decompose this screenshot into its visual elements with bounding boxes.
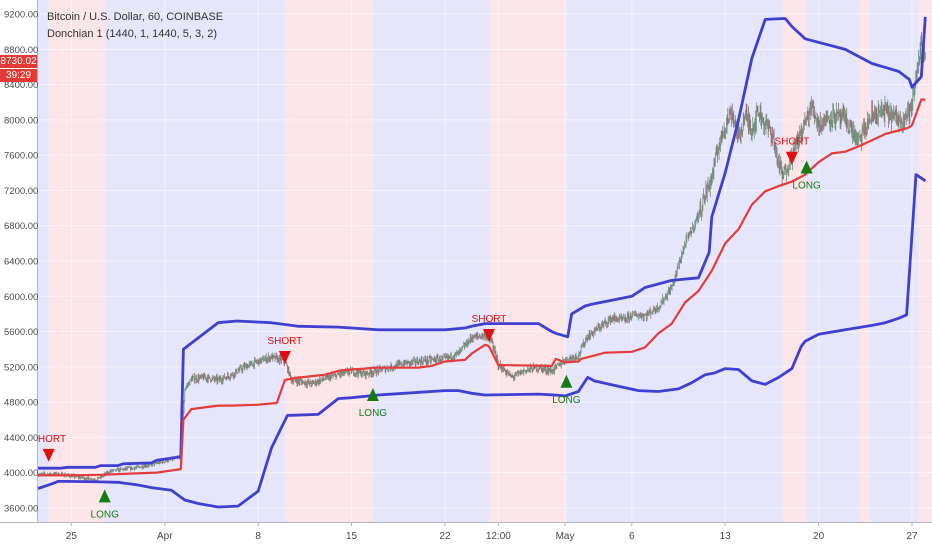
long-signal-marker [800,160,813,174]
y-tick-label: 6800.00 [4,221,38,232]
long-signal-marker [366,388,379,402]
y-tick-label: 8000.00 [4,115,38,126]
x-axis-labels: 25 Apr 8 15 22 12:00 May 6 13 20 27 [66,522,918,542]
y-tick-label: 7600.00 [4,151,38,162]
x-tick-label: 27 [906,531,918,542]
x-tick-label: 6 [629,531,635,542]
x-tick-label: 13 [720,531,732,542]
y-tick-label: 5200.00 [4,362,38,373]
long-signal-label: LONG [792,181,821,192]
short-signal-label: SHORT [472,314,507,325]
band-lines [37,16,927,509]
x-tick-label: 12:00 [486,531,511,542]
last-price-badge: 8730.02 [0,55,37,68]
grid-lines [38,0,932,522]
y-axis-labels: 3600.00 4000.00 4400.00 4800.00 5200.00 5600.… [4,10,38,515]
long-signal-marker [98,489,111,503]
short-signal-label: SHORT [267,336,302,347]
y-tick-label: 4000.00 [4,468,38,479]
y-tick-label: 3600.00 [4,503,38,514]
short-signal-marker [483,328,496,342]
y-axis-panel[interactable] [0,0,37,522]
x-tick-label: 22 [439,531,451,542]
y-tick-label: 8800.00 [4,45,38,56]
y-tick-label: 7200.00 [4,186,38,197]
y-tick-label: 8400.00 [4,80,38,91]
y-tick-label: 6000.00 [4,292,38,303]
symbol-title: Bitcoin / U.S. Dollar, 60, COINBASE [47,11,224,23]
long-signal-marker [560,374,573,388]
x-tick-label: 20 [813,531,825,542]
long-signal-label: LONG [552,395,581,406]
long-signal-label: LONG [91,509,120,520]
x-tick-label: 8 [255,531,261,542]
y-tick-label: 4400.00 [4,433,38,444]
short-signal-marker [278,350,291,364]
short-signal-marker [785,151,798,165]
indicator-title: Donchian 1 (1440, 1, 1440, 5, 3, 2) [47,28,218,40]
middle-line-line [38,98,926,477]
short-signal-label: SHORT [774,137,809,148]
x-tick-label: Apr [157,531,173,542]
y-tick-label: 5600.00 [4,327,38,338]
x-tick-label: 25 [66,531,78,542]
lower-band-line [37,173,927,509]
y-tick-label: 4800.00 [4,398,38,409]
signal-markers: SHORT LONG SHORT LONG SHORT LONG SHORT LONG [31,137,821,521]
x-tick-label: May [556,531,575,542]
long-signal-label: LONG [359,408,388,419]
short-signal-marker [42,448,55,462]
y-tick-label: 9200.00 [4,10,38,21]
chart-legend: Bitcoin / U.S. Dollar, 60, COINBASE Donc… [47,9,223,43]
countdown-badge: 39:29 [0,69,37,82]
short-signal-label: SHORT [31,434,66,445]
upper-band-line [38,16,927,470]
x-axis-panel[interactable] [37,522,932,550]
x-tick-label: 15 [346,531,358,542]
y-tick-label: 6400.00 [4,257,38,268]
